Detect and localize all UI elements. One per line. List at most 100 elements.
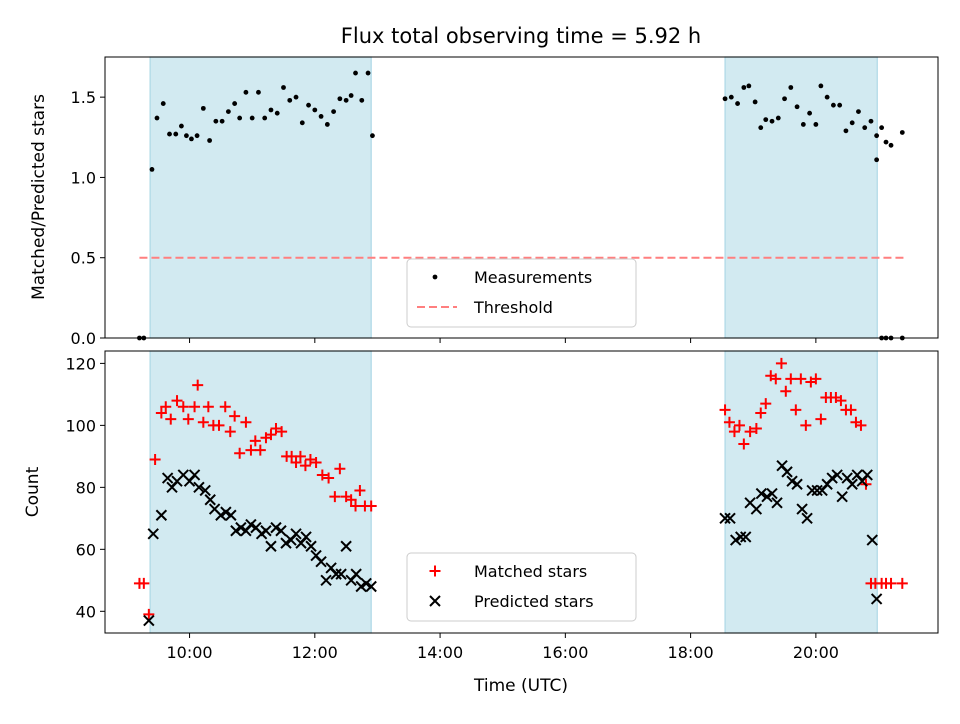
predicted-star-point bbox=[340, 540, 352, 552]
measurement-point bbox=[741, 85, 747, 90]
predicted-star-point bbox=[193, 481, 205, 494]
predicted-star-point bbox=[335, 568, 347, 580]
legend-bottom: Matched stars Predicted stars bbox=[406, 552, 637, 622]
predicted-star-point bbox=[735, 531, 747, 543]
measurement-point bbox=[818, 83, 824, 89]
measurement-point bbox=[831, 102, 836, 108]
measurement-point bbox=[256, 89, 261, 95]
predicted-star-point bbox=[300, 531, 312, 543]
predicted-star-point bbox=[360, 577, 372, 590]
predicted-star-point bbox=[188, 469, 201, 481]
legend-label: Predicted stars bbox=[474, 592, 594, 611]
predicted-star-point bbox=[861, 469, 873, 481]
matched-star-point bbox=[896, 577, 908, 589]
predicted-star-point bbox=[724, 512, 736, 525]
measurement-point bbox=[262, 115, 268, 121]
measurement-point bbox=[184, 133, 189, 139]
matched-star-point bbox=[334, 463, 346, 475]
legend-matched-marker bbox=[429, 565, 441, 577]
predicted-star-point bbox=[801, 512, 813, 525]
measurement-point bbox=[219, 118, 225, 124]
measurement-point bbox=[189, 136, 194, 142]
measurement-point bbox=[274, 110, 280, 116]
top-panel: 0.0 0.5 1.0 1.5 Measurements Threshold bbox=[71, 56, 939, 348]
matched-star-point bbox=[770, 373, 782, 385]
y-tick-label: 0.0 bbox=[71, 329, 96, 348]
matched-star-point bbox=[719, 404, 731, 416]
matched-star-point bbox=[294, 450, 306, 462]
x-tick-label: 14:00 bbox=[417, 643, 463, 662]
measurement-point bbox=[293, 94, 299, 100]
matched-star-point bbox=[744, 426, 756, 438]
legend-box bbox=[406, 552, 637, 622]
y-tick-label: 1.0 bbox=[71, 168, 96, 187]
predicted-star-point bbox=[796, 503, 808, 515]
matched-star-point bbox=[171, 395, 183, 407]
x-tick-label: 16:00 bbox=[542, 643, 588, 662]
axes-frame bbox=[104, 350, 939, 634]
measurement-point bbox=[306, 102, 311, 108]
matched-star-point bbox=[189, 401, 201, 413]
measurement-point bbox=[213, 118, 219, 124]
matched-star-point bbox=[760, 398, 772, 410]
measurement-point bbox=[179, 123, 184, 129]
predicted-star-point bbox=[866, 534, 878, 546]
shaded-interval-0 bbox=[149, 56, 372, 339]
matched-star-point bbox=[265, 429, 277, 441]
predicted-star-point bbox=[290, 528, 302, 540]
matched-star-point bbox=[219, 401, 231, 413]
matched-star-point bbox=[192, 379, 204, 391]
predicted-star-point bbox=[220, 506, 232, 518]
predicted-star-point bbox=[806, 484, 818, 497]
shaded-interval-0 bbox=[149, 350, 372, 634]
measurement-point bbox=[207, 138, 212, 143]
x-tick-label: 12:00 bbox=[292, 643, 338, 662]
measurement-point bbox=[243, 89, 249, 95]
matched-star-point bbox=[143, 608, 155, 620]
measurement-point bbox=[299, 120, 305, 126]
measurement-point bbox=[775, 115, 781, 121]
matched-star-point bbox=[240, 416, 252, 428]
predicted-star-point bbox=[791, 478, 803, 490]
predicted-star-point bbox=[365, 580, 377, 593]
bottom-panel: 40 60 80 100 120 10:00 12:00 14:00 16:00 18:00 20:… bbox=[65, 350, 939, 662]
y-tick-label: 0.5 bbox=[71, 249, 96, 268]
measurement-point bbox=[343, 97, 349, 103]
predicted-star-point bbox=[870, 593, 883, 605]
measurement-point bbox=[752, 99, 758, 105]
predicted-star-point bbox=[831, 469, 843, 481]
matched-star-point bbox=[855, 419, 867, 431]
predicted-star-point bbox=[235, 521, 247, 534]
y-tick-label: 1.5 bbox=[71, 88, 96, 107]
matched-star-point bbox=[304, 453, 316, 465]
legend-box bbox=[406, 258, 637, 328]
legend-predicted-marker bbox=[429, 595, 441, 607]
matched-star-point bbox=[885, 577, 897, 589]
predicted-star-point bbox=[766, 487, 778, 500]
matched-star-point bbox=[229, 410, 241, 422]
measurement-point bbox=[194, 133, 200, 139]
matched-star-point bbox=[750, 422, 762, 434]
predicted-star-point bbox=[230, 525, 242, 537]
matched-star-point bbox=[155, 407, 167, 419]
measurement-point bbox=[824, 94, 830, 100]
predicted-star-point bbox=[330, 568, 342, 580]
bottom-y-axis-label: Count bbox=[23, 466, 43, 517]
predicted-star-point bbox=[350, 568, 362, 580]
measurement-point bbox=[769, 118, 775, 124]
measurement-point bbox=[868, 118, 874, 124]
measurement-point bbox=[782, 96, 787, 102]
measurement-point bbox=[874, 133, 880, 139]
predicted-star-point bbox=[275, 525, 287, 537]
legend-top: Measurements Threshold bbox=[406, 258, 637, 328]
measurement-point bbox=[722, 96, 728, 102]
measurement-point bbox=[874, 157, 880, 163]
predicted-star-point bbox=[280, 537, 292, 549]
matched-star-point bbox=[323, 472, 335, 484]
predicted-star-point bbox=[719, 512, 731, 525]
matched-star-point bbox=[780, 385, 792, 397]
measurement-point bbox=[312, 107, 318, 113]
predicted-star-point bbox=[315, 556, 327, 568]
matched-star-point bbox=[224, 426, 236, 438]
axes-frame bbox=[104, 56, 939, 339]
